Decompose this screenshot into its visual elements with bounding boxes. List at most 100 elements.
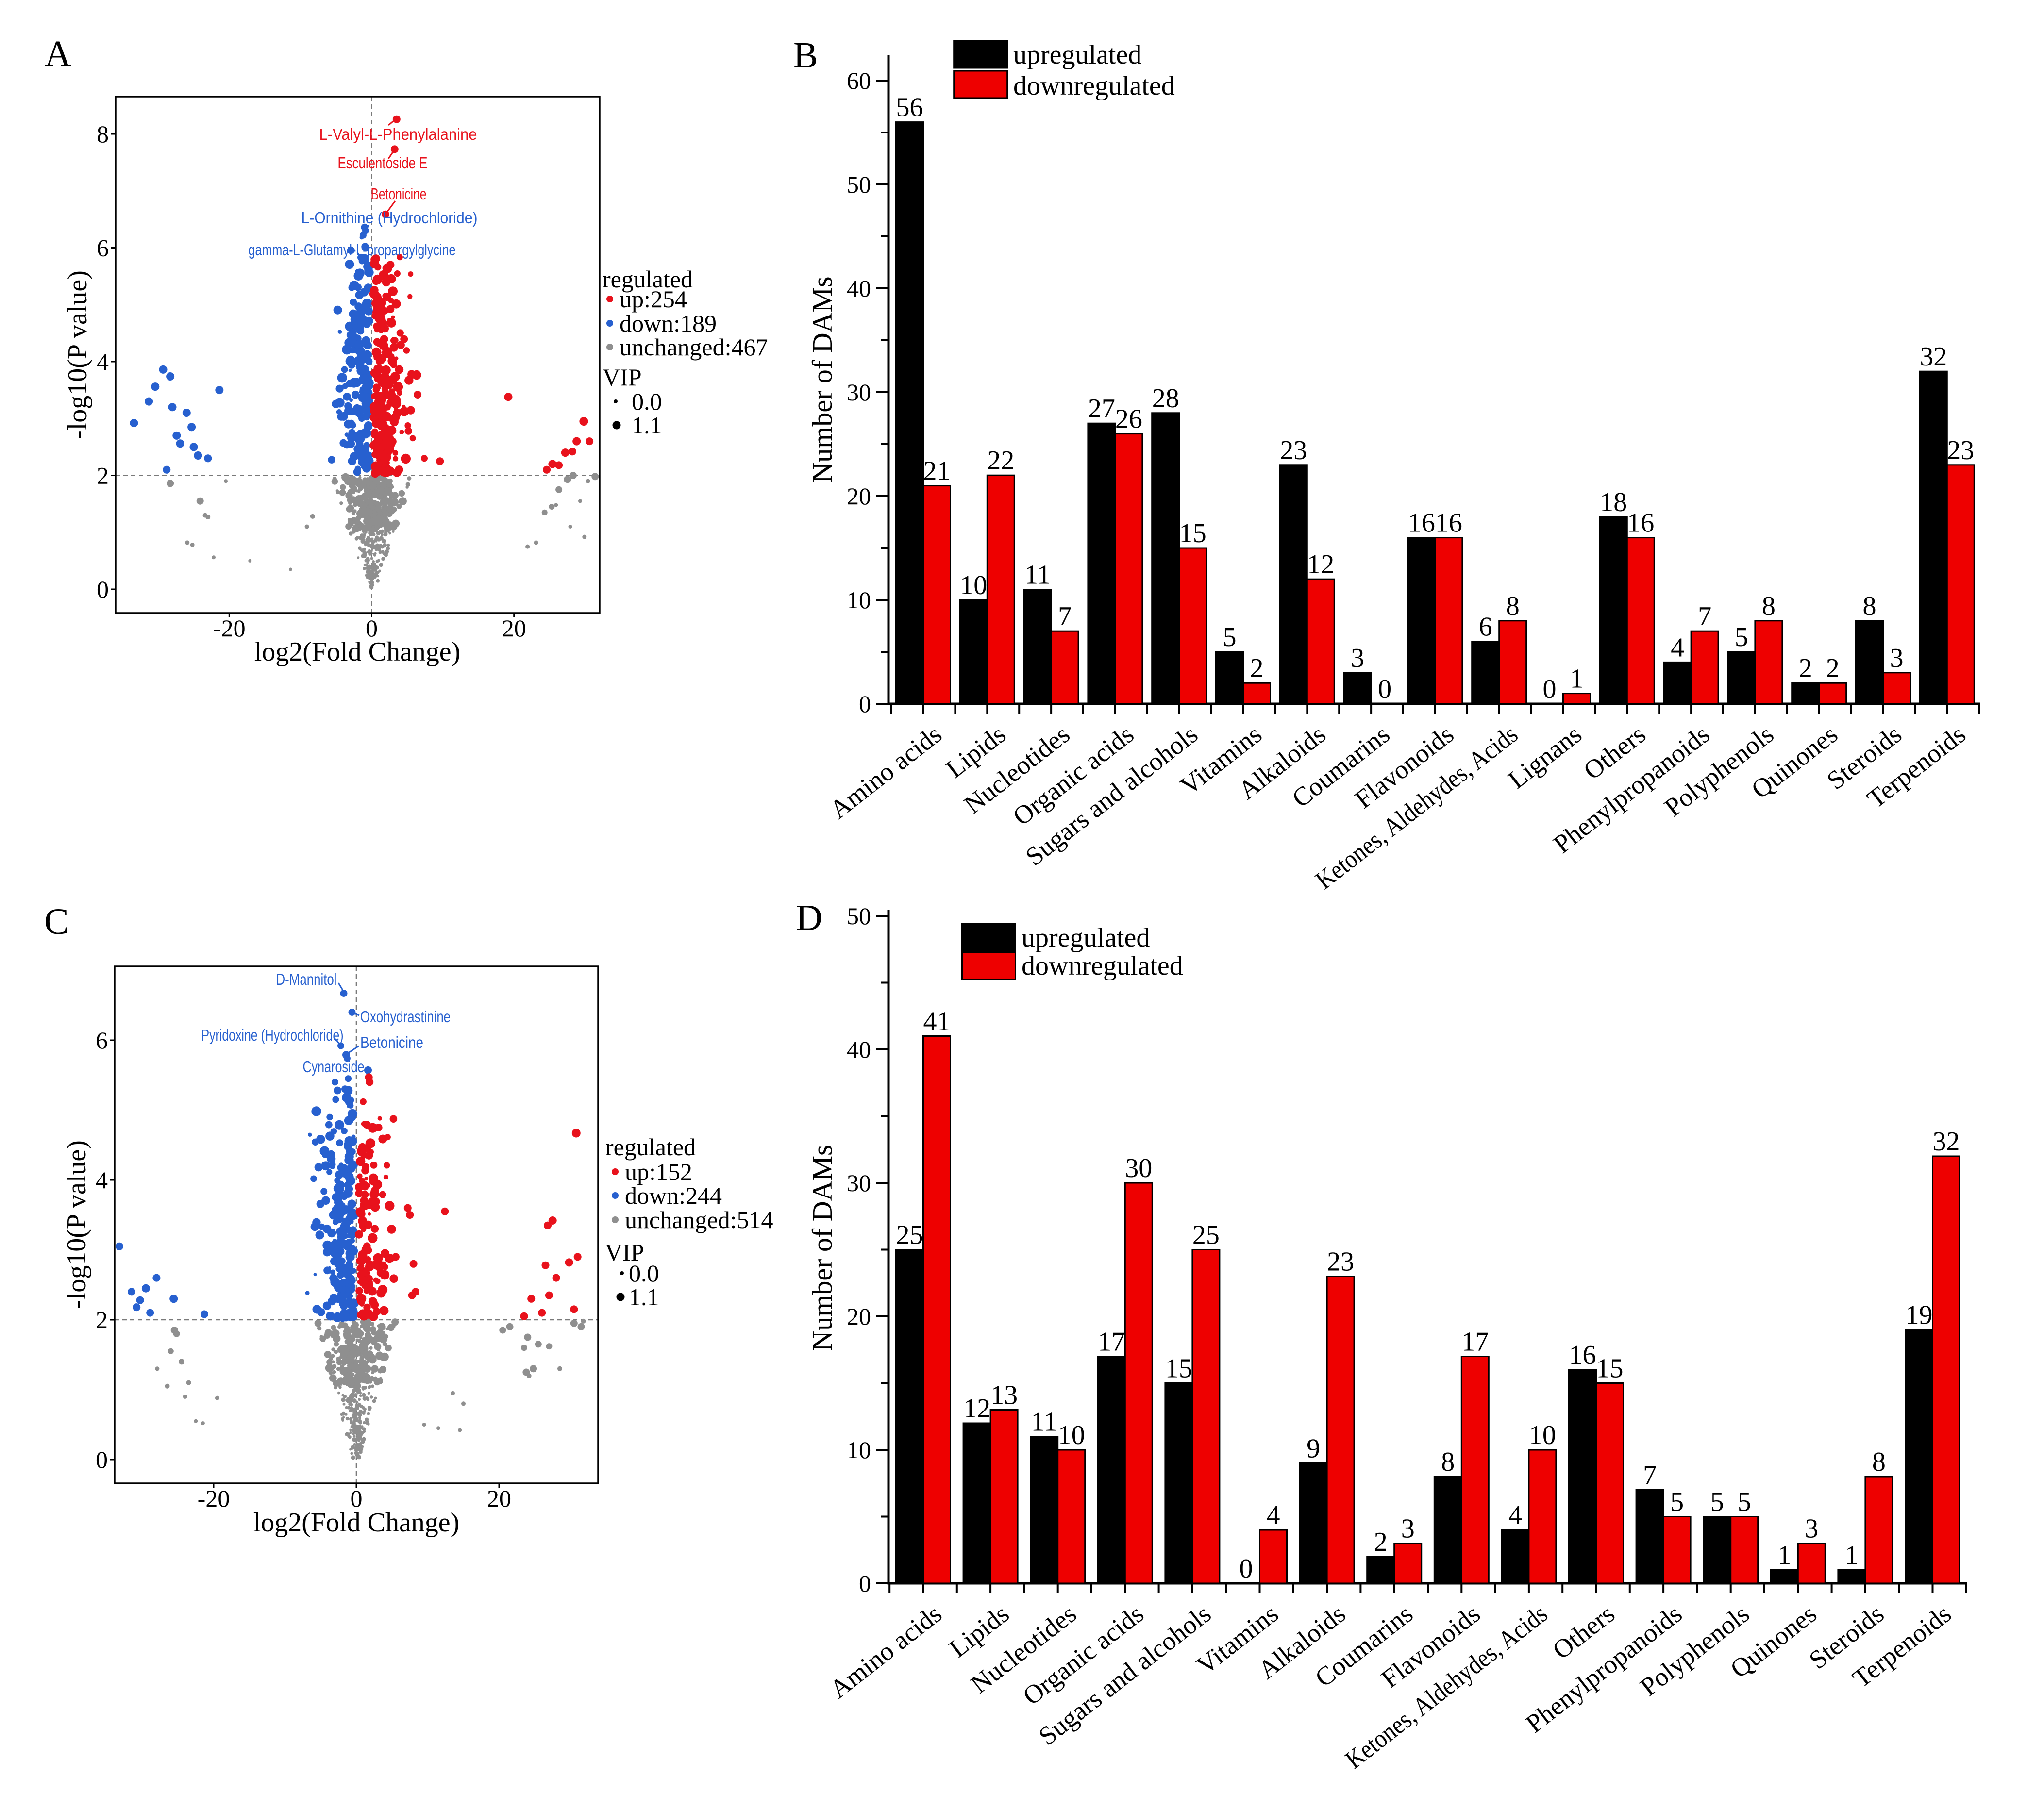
svg-text:2: 2 (96, 1306, 108, 1333)
svg-text:0: 0 (859, 1570, 871, 1597)
svg-text:11: 11 (1031, 1407, 1057, 1437)
svg-text:-20: -20 (213, 614, 246, 642)
svg-text:0: 0 (1378, 674, 1391, 704)
svg-text:7: 7 (1058, 601, 1072, 631)
svg-text:2: 2 (1799, 653, 1812, 683)
svg-text:7: 7 (1643, 1461, 1657, 1491)
svg-text:5: 5 (1735, 622, 1748, 652)
svg-text:Betonicine: Betonicine (371, 185, 427, 203)
svg-text:2: 2 (1826, 653, 1840, 683)
svg-text:20: 20 (502, 614, 526, 642)
svg-text:Number of DAMs: Number of DAMs (806, 1145, 838, 1351)
svg-text:8: 8 (1863, 591, 1876, 621)
svg-text:down:189: down:189 (620, 310, 717, 337)
svg-text:17: 17 (1461, 1327, 1489, 1357)
svg-text:D-Mannitol: D-Mannitol (276, 970, 337, 988)
svg-text:6: 6 (97, 234, 109, 262)
svg-text:Cynaroside: Cynaroside (303, 1058, 365, 1076)
svg-text:upregulated: upregulated (1013, 40, 1141, 70)
svg-text:0: 0 (366, 614, 378, 642)
svg-text:2: 2 (97, 462, 109, 489)
svg-text:0.0: 0.0 (632, 388, 662, 415)
svg-text:regulated: regulated (603, 266, 693, 293)
svg-text:23: 23 (1280, 435, 1307, 465)
svg-text:A: A (45, 33, 71, 74)
svg-text:1: 1 (1777, 1541, 1791, 1571)
svg-text:5: 5 (1223, 622, 1237, 652)
svg-text:23: 23 (1327, 1247, 1354, 1277)
svg-text:32: 32 (1920, 342, 1947, 372)
svg-text:2: 2 (1374, 1527, 1388, 1557)
svg-text:8: 8 (97, 120, 109, 148)
svg-text:22: 22 (987, 446, 1014, 476)
svg-text:upregulated: upregulated (1022, 923, 1150, 953)
svg-text:6: 6 (1479, 612, 1492, 642)
svg-text:C: C (44, 901, 69, 942)
svg-text:25: 25 (1192, 1220, 1220, 1250)
svg-text:8: 8 (1872, 1447, 1886, 1477)
svg-text:gamma-L-Glutamyl-L-propargylgl: gamma-L-Glutamyl-L-propargylglycine (249, 241, 456, 259)
svg-text:10: 10 (847, 586, 871, 614)
svg-text:2: 2 (1250, 653, 1264, 683)
svg-text:13: 13 (990, 1380, 1018, 1411)
svg-text:30: 30 (847, 379, 871, 406)
svg-text:0: 0 (96, 1446, 108, 1473)
svg-text:0: 0 (859, 690, 871, 717)
svg-text:4: 4 (96, 1166, 108, 1194)
svg-text:log2(Fold Change): log2(Fold Change) (254, 637, 461, 667)
svg-text:10: 10 (960, 570, 987, 600)
svg-text:20: 20 (847, 482, 871, 510)
svg-text:0: 0 (351, 1485, 363, 1512)
svg-text:5: 5 (1670, 1487, 1684, 1517)
svg-text:1: 1 (1570, 664, 1584, 694)
svg-text:11: 11 (1024, 560, 1051, 590)
svg-text:16: 16 (1627, 508, 1654, 538)
svg-text:40: 40 (847, 1036, 871, 1063)
svg-text:20: 20 (847, 1303, 871, 1330)
svg-text:10: 10 (1058, 1420, 1085, 1450)
svg-text:12: 12 (963, 1394, 990, 1424)
svg-text:0: 0 (97, 576, 109, 603)
svg-text:56: 56 (896, 93, 923, 123)
svg-text:Pyridoxine (Hydrochloride): Pyridoxine (Hydrochloride) (201, 1026, 344, 1044)
svg-text:VIP: VIP (603, 364, 642, 391)
svg-text:15: 15 (1179, 518, 1206, 548)
svg-text:32: 32 (1933, 1127, 1960, 1157)
svg-text:50: 50 (847, 171, 871, 198)
svg-text:log2(Fold Change): log2(Fold Change) (253, 1508, 460, 1538)
svg-text:-log10(P value): -log10(P value) (63, 270, 93, 439)
svg-text:20: 20 (487, 1485, 511, 1512)
svg-text:5: 5 (1738, 1487, 1751, 1517)
svg-text:16: 16 (1435, 508, 1462, 538)
svg-text:30: 30 (1125, 1153, 1152, 1183)
svg-text:VIP: VIP (605, 1239, 644, 1266)
svg-text:60: 60 (847, 67, 871, 94)
svg-text:17: 17 (1098, 1327, 1125, 1357)
svg-text:28: 28 (1152, 383, 1179, 414)
svg-text:7: 7 (1698, 601, 1711, 631)
svg-text:B: B (793, 35, 818, 76)
svg-text:30: 30 (847, 1169, 871, 1196)
svg-text:15: 15 (1165, 1354, 1192, 1384)
svg-text:4: 4 (1267, 1500, 1280, 1530)
svg-text:8: 8 (1441, 1447, 1455, 1477)
svg-text:0: 0 (1240, 1554, 1253, 1584)
svg-text:10: 10 (1529, 1420, 1556, 1450)
svg-text:down:244: down:244 (625, 1182, 722, 1209)
svg-text:23: 23 (1947, 435, 1974, 465)
svg-text:-log10(P value): -log10(P value) (62, 1140, 92, 1309)
svg-text:up:254: up:254 (620, 285, 687, 313)
svg-text:-20: -20 (198, 1485, 230, 1512)
svg-text:D: D (796, 897, 822, 938)
svg-text:0: 0 (1543, 674, 1557, 704)
svg-text:1.1: 1.1 (632, 412, 662, 439)
svg-text:6: 6 (96, 1027, 108, 1054)
svg-text:16: 16 (1569, 1340, 1596, 1370)
svg-text:1: 1 (1845, 1541, 1859, 1571)
svg-text:up:152: up:152 (625, 1158, 692, 1185)
svg-text:L-Ornithine (Hydrochloride): L-Ornithine (Hydrochloride) (302, 209, 478, 227)
svg-text:3: 3 (1805, 1514, 1818, 1544)
svg-text:4: 4 (1508, 1500, 1522, 1530)
svg-text:Betonicine: Betonicine (360, 1033, 423, 1051)
svg-text:unchanged:467: unchanged:467 (620, 333, 768, 361)
